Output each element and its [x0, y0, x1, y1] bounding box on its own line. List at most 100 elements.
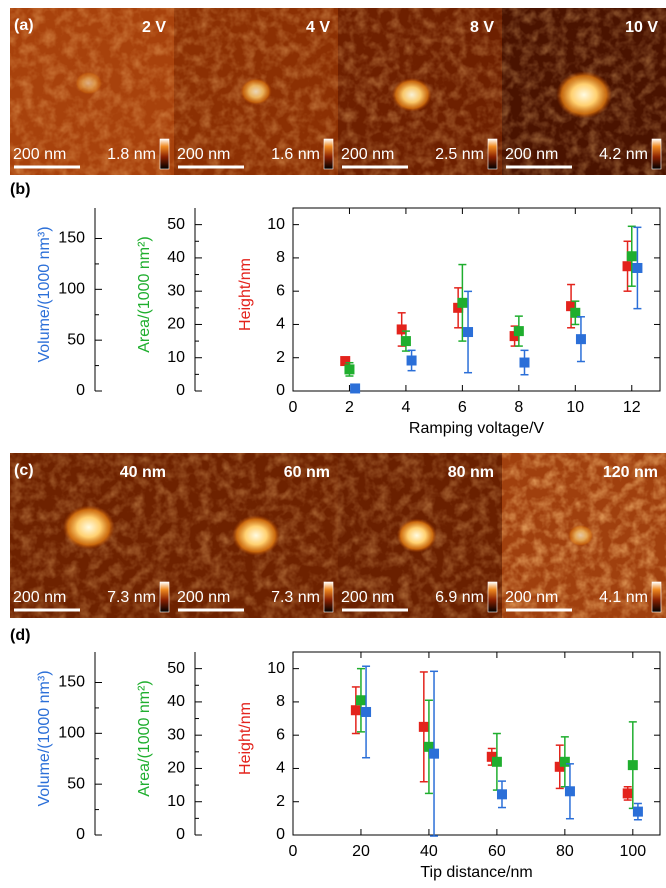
image-feature [396, 518, 437, 553]
y-tick-label: 2 [276, 349, 285, 366]
color-scale-max: 4.2 nm [599, 146, 648, 163]
y-tick-label: 8 [276, 693, 285, 710]
scale-bar-label: 200 nm [505, 146, 558, 163]
marker [627, 760, 638, 771]
marker [554, 761, 565, 772]
y-tick-label: 6 [276, 282, 285, 299]
marker [429, 748, 440, 759]
y3-axis-title: Volume/(1000 nm³) [36, 670, 53, 806]
scale-bar-label: 200 nm [177, 146, 230, 163]
scale-bar-label: 200 nm [13, 589, 66, 606]
y-tick-label: 6 [276, 726, 285, 743]
marker [519, 357, 530, 368]
image-label: 2 V [142, 19, 166, 36]
y3-tick-label: 150 [58, 230, 85, 247]
marker [457, 297, 468, 308]
marker [486, 751, 497, 762]
image-label: 60 nm [284, 464, 330, 481]
y2-tick-label: 30 [167, 726, 185, 743]
marker [418, 721, 429, 732]
x-tick-label: 40 [420, 843, 438, 860]
color-bar [487, 581, 498, 613]
image-label: 4 V [306, 19, 330, 36]
y-tick-label: 4 [276, 316, 285, 333]
image-label: 120 nm [603, 464, 658, 481]
x-tick-label: 2 [345, 399, 354, 416]
panel-label: (d) [10, 627, 30, 644]
y2-tick-label: 40 [167, 249, 185, 266]
color-scale-max: 6.9 nm [435, 589, 484, 606]
marker [406, 355, 417, 366]
marker [566, 301, 577, 312]
afm-image: 2 V 200 nm 1.8 nm [10, 8, 174, 175]
marker [350, 705, 361, 716]
y2-tick-label: 20 [167, 760, 185, 777]
marker [564, 786, 575, 797]
y2-tick-label: 50 [167, 660, 185, 677]
plot-frame [292, 651, 661, 836]
scale-bar-label: 200 nm [13, 146, 66, 163]
marker [463, 327, 474, 338]
color-scale-max: 1.6 nm [271, 146, 320, 163]
x-axis-title: Ramping voltage/V [409, 420, 545, 437]
x-tick-label: 4 [401, 399, 410, 416]
afm-image: 120 nm 200 nm 4.1 nm [502, 453, 666, 618]
panel-label: (b) [10, 181, 30, 198]
afm-image: 60 nm 200 nm 7.3 nm [174, 453, 338, 618]
y-axis-title: Height/nm [237, 702, 254, 775]
marker [355, 695, 366, 706]
y-tick-label: 0 [276, 382, 285, 399]
color-scale-max: 1.8 nm [107, 146, 156, 163]
x-axis-title: Tip distance/nm [420, 864, 532, 881]
marker [396, 324, 407, 335]
y2-tick-label: 40 [167, 693, 185, 710]
image-label: 10 V [625, 19, 658, 36]
x-tick-label: 0 [289, 399, 298, 416]
x-tick-label: 20 [352, 843, 370, 860]
image-feature [62, 505, 115, 550]
y3-axis-title: Volume/(1000 nm³) [36, 226, 53, 362]
y-tick-label: 4 [276, 760, 285, 777]
scale-bar-label: 200 nm [505, 589, 558, 606]
scale-bar-label: 200 nm [341, 589, 394, 606]
marker [344, 364, 355, 375]
scale-bar-label: 200 nm [177, 589, 230, 606]
x-tick-label: 60 [488, 843, 506, 860]
y3-tick-label: 150 [58, 674, 85, 691]
y2-tick-label: 30 [167, 282, 185, 299]
y3-tick-label: 100 [58, 281, 85, 298]
y2-tick-label: 10 [167, 793, 185, 810]
marker [423, 741, 434, 752]
image-feature [74, 71, 103, 96]
y-tick-label: 2 [276, 793, 285, 810]
plot-frame [292, 207, 661, 392]
color-bar [487, 138, 498, 170]
y2-tick-label: 0 [176, 382, 185, 399]
marker [622, 788, 633, 799]
y2-axis-title: Area/(1000 nm²) [136, 680, 153, 797]
afm-image: 8 V 200 nm 2.5 nm [338, 8, 502, 175]
image-label: 80 nm [448, 464, 494, 481]
image-feature [240, 77, 272, 106]
y3-tick-label: 50 [67, 775, 85, 792]
y2-tick-label: 0 [176, 826, 185, 843]
color-scale-max: 4.1 nm [599, 589, 648, 606]
marker [513, 326, 524, 337]
marker [632, 806, 643, 817]
marker [361, 706, 372, 717]
y-tick-label: 0 [276, 826, 285, 843]
marker [350, 383, 361, 394]
color-scale-max: 7.3 nm [107, 589, 156, 606]
panel-label: (c) [14, 462, 34, 479]
x-tick-label: 80 [556, 843, 574, 860]
x-tick-label: 0 [289, 843, 298, 860]
marker [491, 756, 502, 767]
color-bar [323, 138, 334, 170]
y-tick-label: 10 [267, 660, 285, 677]
x-tick-label: 8 [514, 399, 523, 416]
marker [559, 756, 570, 767]
x-tick-label: 6 [458, 399, 467, 416]
afm-image: 40 nm 200 nm 7.3 nm [10, 453, 174, 618]
color-bar [323, 581, 334, 613]
